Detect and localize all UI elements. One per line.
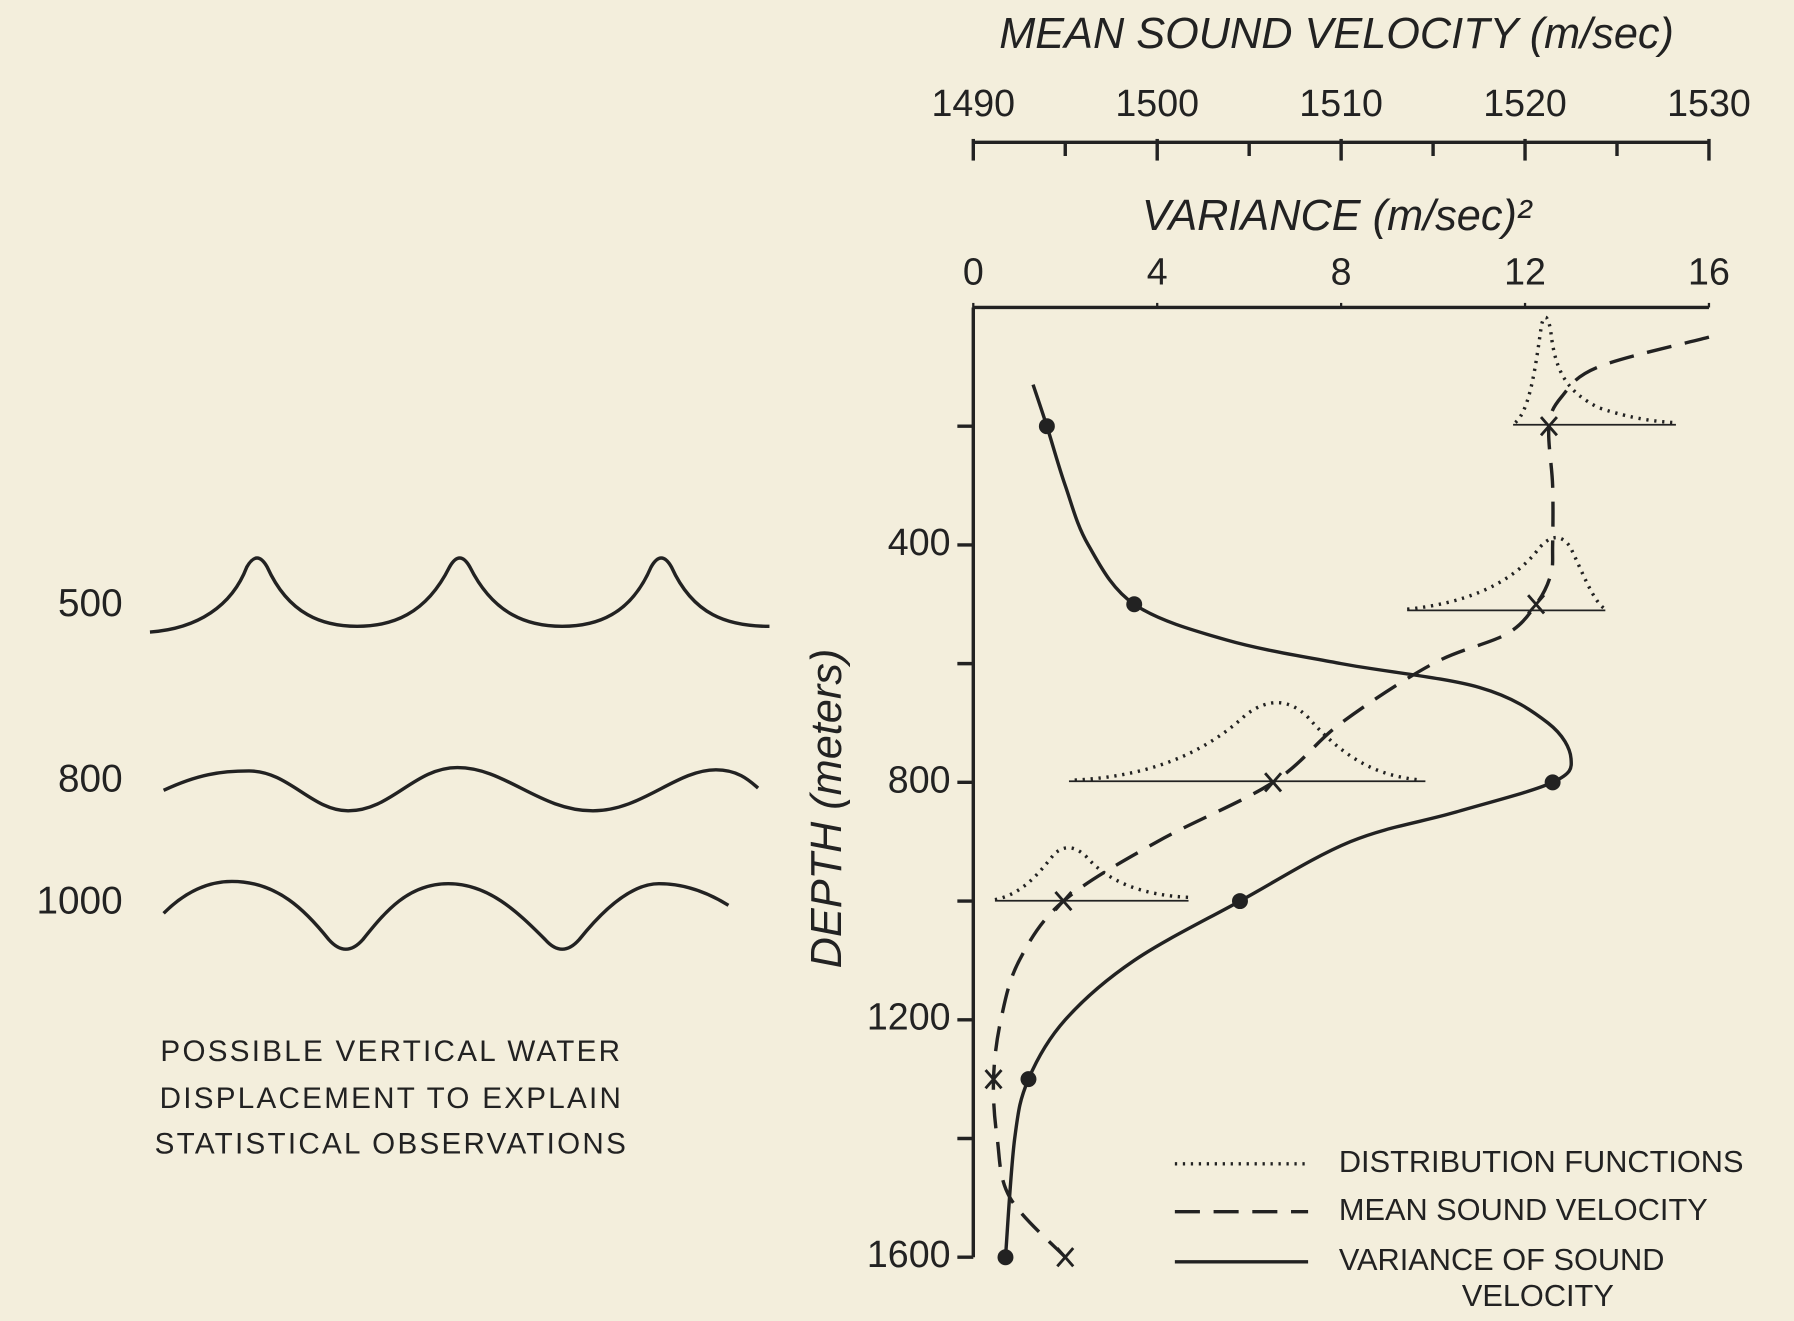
y-tick-label: 400 — [888, 521, 951, 563]
marker-dot — [998, 1249, 1014, 1265]
x-tick-label: 4 — [1147, 250, 1168, 292]
marker-dot — [1039, 418, 1055, 434]
x2-tick-label: 1510 — [1299, 82, 1383, 124]
caption-line: DISPLACEMENT TO EXPLAIN — [160, 1082, 624, 1115]
depth-label: 800 — [58, 757, 123, 800]
x2-tick-label: 1530 — [1667, 82, 1751, 124]
page: 500 800 1000 POSSIBLE VERTICAL WATER DIS… — [0, 0, 1794, 1321]
marker-dot — [1545, 774, 1561, 790]
caption-line: STATISTICAL OBSERVATIONS — [155, 1127, 628, 1160]
depth-label: 500 — [58, 582, 123, 625]
y-axis-title: DEPTH (meters) — [803, 649, 851, 969]
x2-axis-title: MEAN SOUND VELOCITY (m/sec) — [999, 10, 1674, 58]
marker-dot — [1232, 893, 1248, 909]
x2-tick-label: 1490 — [931, 82, 1015, 124]
marker-dot — [1126, 596, 1142, 612]
x-axis-title: VARIANCE (m/sec)² — [1142, 192, 1533, 240]
x2-tick-label: 1520 — [1483, 82, 1567, 124]
y-tick-label: 1600 — [867, 1233, 951, 1275]
x2-tick-label: 1500 — [1115, 82, 1199, 124]
y-tick-label: 800 — [888, 758, 951, 800]
caption-line: POSSIBLE VERTICAL WATER — [160, 1035, 622, 1068]
depth-label: 1000 — [37, 879, 123, 922]
y-tick-label: 1200 — [867, 996, 951, 1038]
legend-label: DISTRIBUTION FUNCTIONS — [1339, 1144, 1744, 1179]
x-tick-label: 8 — [1331, 250, 1352, 292]
figure: 500 800 1000 POSSIBLE VERTICAL WATER DIS… — [0, 0, 1794, 1321]
x-tick-label: 0 — [963, 250, 984, 292]
x-tick-label: 16 — [1688, 250, 1730, 292]
legend-label: MEAN SOUND VELOCITY — [1339, 1192, 1708, 1227]
marker-dot — [1021, 1071, 1037, 1087]
x-tick-label: 12 — [1504, 250, 1546, 292]
